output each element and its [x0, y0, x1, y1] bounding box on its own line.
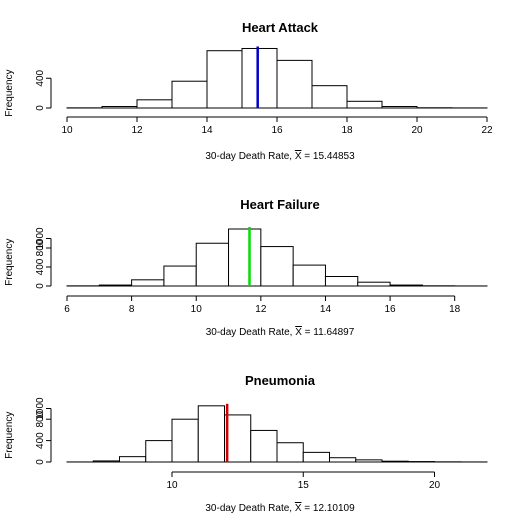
y-axis-label: Frequency: [4, 69, 15, 116]
x-tick-label: 20: [429, 480, 441, 491]
x-tick-label: 10: [191, 304, 203, 315]
histogram-bar: [381, 460, 409, 463]
histogram-bar: [136, 99, 173, 109]
histogram-bar: [195, 242, 230, 287]
histogram-bar: [276, 59, 313, 109]
x-axis-label-prefix: 30-day Death Rate,: [205, 151, 295, 162]
mean-value-label: = 11.64897: [302, 327, 355, 338]
x-tick-label: 18: [341, 125, 353, 136]
histogram-bar: [241, 47, 278, 109]
x-tick-label: 14: [201, 125, 213, 136]
y-tick-label: 1000: [35, 397, 46, 420]
x-tick-label: 16: [385, 304, 397, 315]
histogram-bar: [355, 459, 383, 463]
x-tick-label: 10: [61, 125, 73, 136]
y-tick-label: 0: [35, 283, 46, 289]
y-tick-label: 800: [35, 239, 46, 256]
chart-title: Pneumonia: [245, 373, 316, 388]
x-axis-label: 30-day Death Rate, X = 11.64897: [206, 327, 355, 338]
x-axis-label: 30-day Death Rate, X = 15.44853: [205, 151, 355, 162]
y-axis-label: Frequency: [4, 412, 15, 459]
y-tick-label: 800: [35, 410, 46, 427]
mean-symbol: X: [295, 327, 302, 338]
mean-value-label: = 12.10109: [302, 503, 356, 514]
histogram-bar: [302, 451, 330, 463]
histogram-bar: [329, 457, 357, 463]
histogram-bar: [171, 80, 208, 109]
x-tick-label: 10: [166, 480, 178, 491]
histogram-bar: [357, 281, 391, 287]
x-tick-label: 6: [64, 304, 70, 315]
mean-symbol: X: [295, 503, 302, 514]
histogram-bar: [131, 279, 165, 287]
y-axis-label: Frequency: [4, 239, 15, 286]
chart-title: Heart Failure: [240, 197, 319, 212]
y-tick-label: 400: [35, 69, 46, 86]
histogram-bar: [206, 50, 243, 109]
x-tick-label: 20: [411, 125, 423, 136]
histogram-bar: [292, 264, 326, 287]
y-tick-label: 400: [35, 258, 46, 275]
x-axis-label-prefix: 30-day Death Rate,: [206, 327, 296, 338]
x-tick-label: 14: [320, 304, 332, 315]
histogram-bar: [171, 418, 199, 463]
x-tick-label: 12: [131, 125, 143, 136]
histogram-bar: [276, 442, 304, 463]
x-axis-label-prefix: 30-day Death Rate,: [205, 503, 295, 514]
chart-title: Heart Attack: [242, 20, 319, 35]
mean-value-label: = 15.44853: [302, 151, 356, 162]
x-tick-label: 8: [129, 304, 135, 315]
histogram-panel-1: Heart Attack 10 12 14 16 18 20 22 0 400 Frequency 3…: [4, 20, 493, 162]
histogram-bar: [197, 405, 225, 463]
histogram-bar: [324, 276, 359, 287]
x-tick-label: 16: [271, 125, 283, 136]
x-tick-label: 12: [255, 304, 267, 315]
x-tick-label: 15: [298, 480, 310, 491]
y-tick-label: 400: [35, 432, 46, 449]
histogram-bar: [250, 429, 278, 463]
histogram-bar: [145, 440, 173, 463]
histogram-bar: [98, 284, 133, 287]
histogram-bar: [163, 265, 197, 287]
histogram-bar: [92, 460, 120, 463]
histogram-bar: [228, 228, 262, 287]
histogram-bar: [311, 85, 348, 109]
y-tick-label: 0: [35, 459, 46, 465]
histogram-bar: [224, 414, 252, 463]
histogram-bar: [346, 100, 383, 109]
histogram-bar: [389, 284, 423, 287]
y-tick-label: 0: [35, 105, 46, 111]
mean-symbol: X: [295, 151, 302, 162]
histogram-bar: [381, 106, 418, 109]
histogram-bar: [260, 246, 294, 287]
x-tick-label: 22: [481, 125, 493, 136]
histogram-bar: [101, 106, 138, 109]
x-axis-label: 30-day Death Rate, X = 12.10109: [205, 503, 355, 514]
x-tick-label: 18: [449, 304, 461, 315]
histogram-bar: [119, 456, 147, 463]
y-tick-label: 1000: [35, 227, 46, 250]
